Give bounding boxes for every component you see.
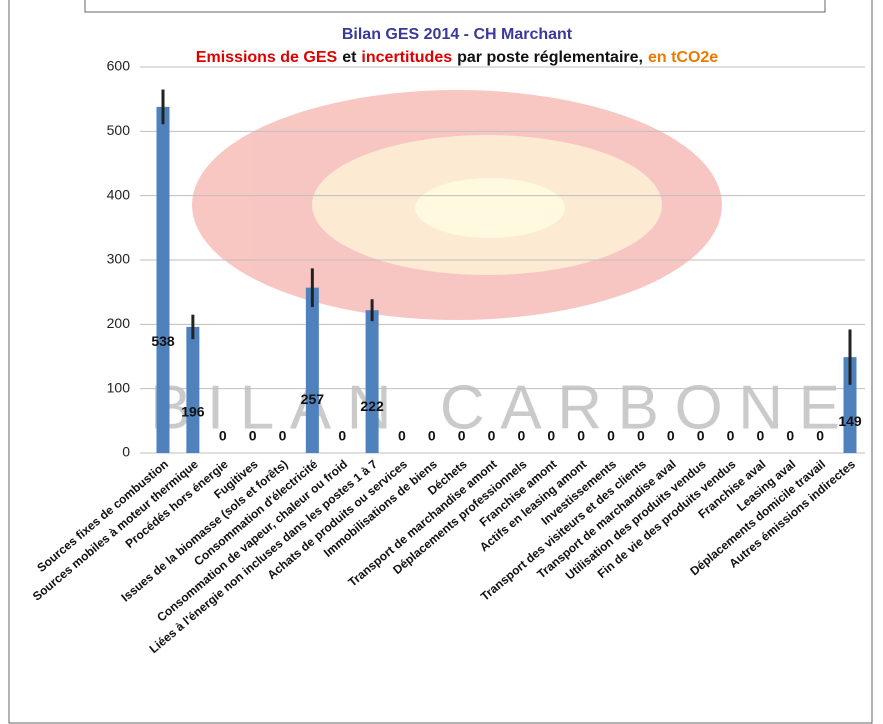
bar	[366, 310, 379, 453]
y-tick-label: 100	[107, 379, 131, 395]
data-label: 0	[547, 428, 555, 444]
data-label: 149	[838, 413, 862, 429]
data-label: 222	[360, 398, 384, 414]
subtitle-part: en tCO2e	[648, 49, 718, 66]
data-label: 0	[727, 428, 735, 444]
bar	[306, 288, 319, 453]
data-label: 0	[637, 428, 645, 444]
data-label: 0	[577, 428, 585, 444]
bar	[157, 107, 170, 453]
y-tick-label: 600	[107, 58, 131, 74]
data-label: 0	[667, 428, 675, 444]
subtitle-part: incertitudes	[361, 49, 452, 66]
bar	[186, 327, 199, 453]
data-label: 0	[338, 428, 346, 444]
data-label: 0	[697, 428, 705, 444]
data-label: 0	[428, 428, 436, 444]
subtitle-part: Emissions de GES	[196, 49, 338, 66]
data-label: 538	[151, 333, 175, 349]
data-label: 0	[249, 428, 257, 444]
data-label: 257	[301, 391, 325, 407]
data-label: 0	[279, 428, 287, 444]
y-tick-label: 300	[107, 251, 131, 267]
x-tick-label: Sources mobiles à moteur thermique	[30, 457, 201, 604]
data-label: 0	[786, 428, 794, 444]
chart: BILAN CARBONE Bilan GES 2014 - CH Marcha…	[0, 0, 883, 724]
logo	[192, 90, 722, 320]
data-label: 0	[607, 428, 615, 444]
data-label: 196	[181, 403, 205, 419]
data-label: 0	[398, 428, 406, 444]
y-tick-label: 0	[122, 444, 130, 460]
subtitle-part: par poste réglementaire,	[457, 49, 643, 66]
top-box	[85, 0, 825, 12]
data-label: 0	[518, 428, 526, 444]
data-label: 0	[816, 428, 824, 444]
data-label: 0	[219, 428, 227, 444]
subtitle-part: et	[342, 49, 357, 66]
data-label: 0	[458, 428, 466, 444]
data-label: 0	[488, 428, 496, 444]
y-tick-label: 200	[107, 315, 131, 331]
data-label: 0	[756, 428, 764, 444]
y-tick-label: 400	[107, 186, 131, 202]
y-tick-label: 500	[107, 122, 131, 138]
chart-title: Bilan GES 2014 - CH Marchant	[342, 26, 573, 43]
